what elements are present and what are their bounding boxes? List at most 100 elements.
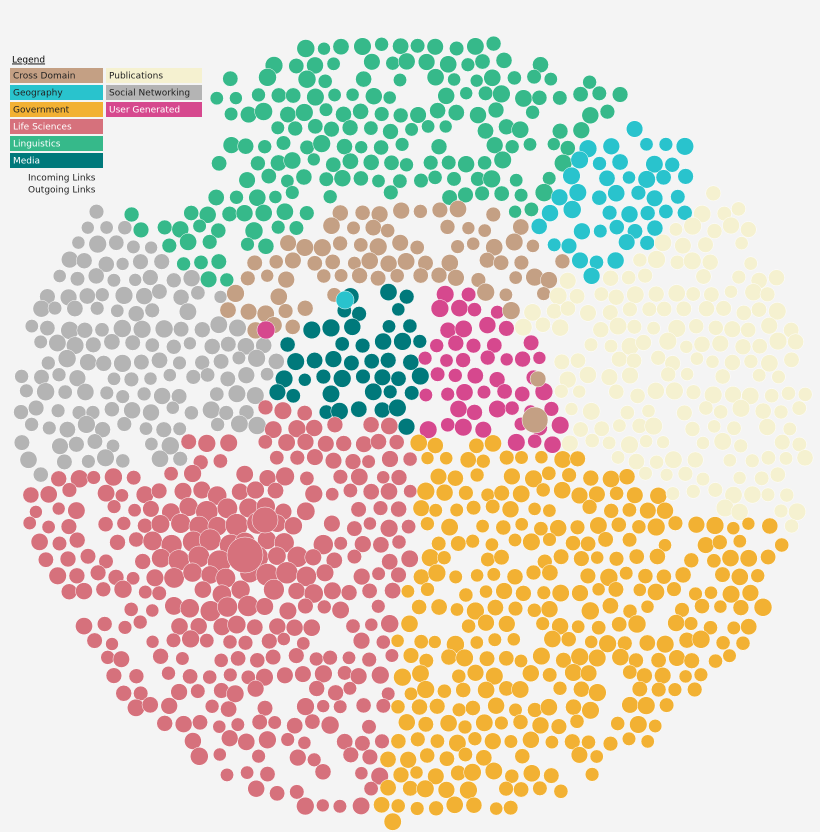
dataset-node bbox=[522, 532, 541, 551]
dataset-node bbox=[639, 235, 655, 251]
dataset-node bbox=[403, 484, 418, 499]
dataset-node bbox=[713, 599, 728, 614]
dataset-node bbox=[198, 206, 217, 224]
dataset-node bbox=[345, 87, 360, 102]
dataset-node bbox=[761, 517, 779, 535]
dataset-node bbox=[731, 399, 751, 418]
dataset-node bbox=[493, 150, 512, 169]
dataset-node bbox=[659, 468, 674, 482]
dataset-node bbox=[416, 680, 435, 699]
dataset-node bbox=[506, 632, 521, 647]
dataset-node bbox=[295, 168, 313, 186]
dataset-node bbox=[48, 334, 67, 352]
dataset-node bbox=[75, 252, 93, 269]
dataset-node bbox=[495, 52, 513, 69]
dataset-node bbox=[39, 320, 56, 337]
dataset-node bbox=[680, 367, 694, 381]
dataset-node bbox=[665, 486, 680, 501]
dataset-node bbox=[505, 232, 524, 252]
dataset-node bbox=[769, 466, 786, 483]
dataset-node bbox=[584, 767, 600, 782]
dataset-node bbox=[447, 334, 465, 352]
dataset-node bbox=[437, 683, 452, 699]
dataset-node bbox=[427, 170, 443, 185]
dataset-node bbox=[494, 715, 509, 731]
dataset-node bbox=[760, 487, 776, 502]
dataset-node bbox=[759, 286, 776, 303]
dataset-node bbox=[647, 583, 665, 601]
dataset-node bbox=[532, 780, 548, 796]
dataset-node bbox=[612, 418, 627, 433]
dataset-node bbox=[675, 300, 692, 317]
dataset-node bbox=[363, 120, 379, 136]
dataset-node bbox=[477, 223, 492, 238]
dataset-node bbox=[259, 766, 276, 783]
dataset-node bbox=[448, 569, 463, 584]
dataset-node bbox=[246, 254, 263, 271]
dataset-node bbox=[421, 119, 436, 134]
dataset-node bbox=[390, 370, 407, 387]
dataset-node bbox=[165, 632, 182, 648]
dataset-node bbox=[392, 201, 410, 220]
dataset-node bbox=[268, 617, 287, 636]
dataset-node bbox=[448, 734, 467, 753]
dataset-node bbox=[325, 487, 340, 502]
legend: Legend Cross Domain Geography Government Li… bbox=[10, 56, 202, 196]
dataset-node bbox=[551, 416, 570, 435]
dataset-node bbox=[454, 418, 473, 437]
dataset-node bbox=[469, 467, 485, 483]
dataset-node bbox=[544, 735, 559, 750]
dataset-node bbox=[502, 301, 521, 320]
dataset-node bbox=[210, 222, 227, 239]
dataset-node bbox=[246, 480, 265, 500]
dataset-node bbox=[420, 451, 435, 465]
dataset-node bbox=[126, 571, 141, 586]
dataset-node bbox=[656, 501, 674, 520]
dataset-node bbox=[172, 451, 188, 467]
dataset-node bbox=[465, 338, 482, 354]
dataset-node bbox=[413, 634, 429, 650]
dataset-node bbox=[459, 86, 473, 100]
dataset-node bbox=[514, 386, 531, 402]
dataset-node bbox=[361, 719, 377, 735]
dataset-node bbox=[47, 300, 63, 316]
dataset-node bbox=[116, 416, 132, 432]
dataset-node bbox=[412, 267, 429, 284]
dataset-node bbox=[541, 564, 559, 582]
dataset-node bbox=[565, 698, 582, 716]
dataset-node bbox=[383, 384, 398, 399]
dataset-node bbox=[722, 585, 741, 604]
dataset-node bbox=[401, 519, 417, 535]
dataset-node bbox=[97, 255, 115, 273]
dataset-node bbox=[161, 665, 176, 681]
dataset-node bbox=[143, 371, 158, 386]
dataset-node bbox=[115, 389, 130, 404]
dataset-node bbox=[179, 598, 200, 619]
dataset-node bbox=[362, 416, 380, 434]
dataset-node bbox=[265, 649, 282, 666]
dataset-node bbox=[474, 421, 492, 439]
dataset-node bbox=[322, 189, 338, 204]
dataset-node bbox=[237, 733, 256, 751]
dataset-node bbox=[296, 566, 317, 587]
dataset-node bbox=[527, 602, 542, 618]
dataset-node bbox=[211, 155, 228, 172]
dataset-node bbox=[479, 584, 493, 599]
dataset-node bbox=[246, 680, 265, 698]
legend-swatch bbox=[106, 85, 202, 100]
dataset-node bbox=[622, 170, 636, 185]
dataset-node bbox=[751, 338, 768, 355]
dataset-node bbox=[361, 748, 379, 766]
dataset-node bbox=[182, 562, 203, 583]
dataset-node bbox=[514, 188, 529, 203]
dataset-node bbox=[416, 482, 435, 501]
dataset-node bbox=[352, 103, 369, 120]
dataset-node bbox=[487, 101, 505, 119]
dataset-node bbox=[541, 204, 559, 222]
dataset-node bbox=[439, 451, 454, 466]
dataset-node bbox=[410, 731, 426, 747]
dataset-node bbox=[389, 268, 405, 284]
dataset-node bbox=[646, 189, 664, 207]
dataset-node bbox=[151, 351, 168, 369]
dataset-node bbox=[317, 41, 331, 56]
